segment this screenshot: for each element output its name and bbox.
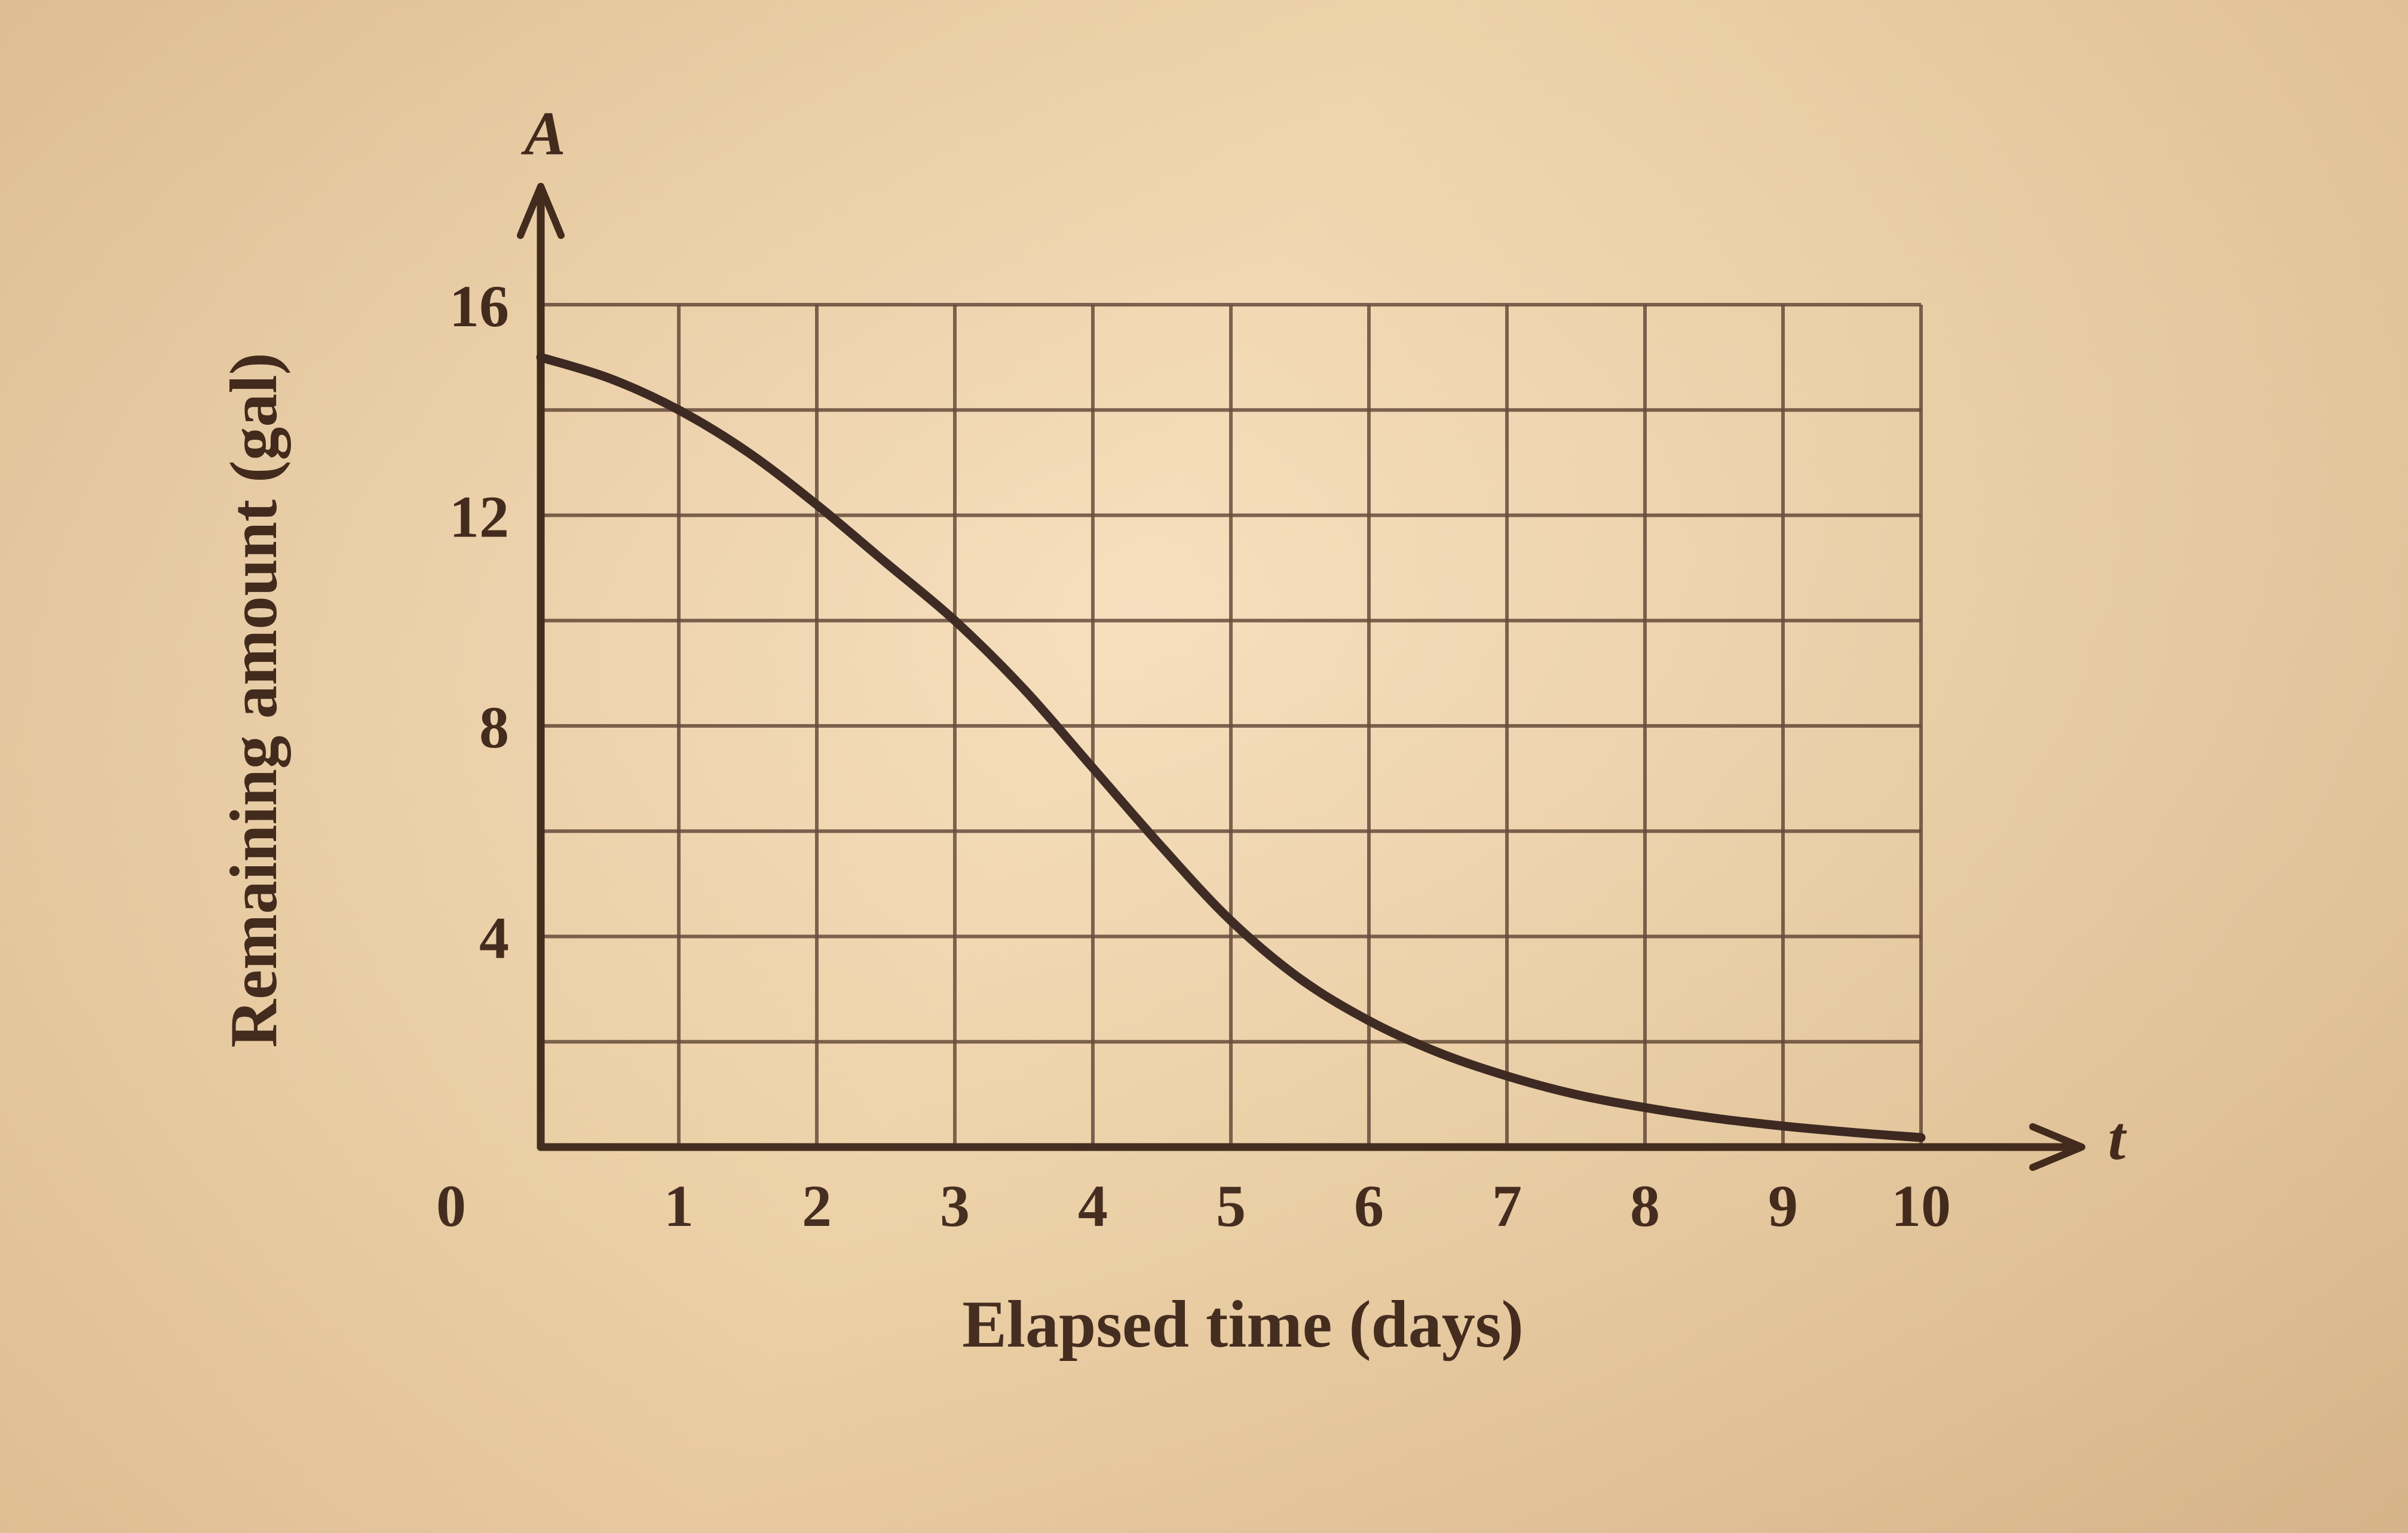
y-tick-label: 12 [449,484,509,550]
y-axis-arrow-icon [517,183,565,239]
grid-layer [541,303,1923,1147]
x-axis-title: Elapsed time (days) [962,1287,1524,1362]
x-tick-label: 1 [664,1173,694,1239]
y-tick-label: 4 [479,905,509,971]
axes-layer [517,183,2085,1171]
x-tick-label: 10 [1891,1173,1951,1239]
x-tick-label: 8 [1630,1173,1660,1239]
x-tick-label: 5 [1216,1173,1246,1239]
x-tick-label: 3 [940,1173,970,1239]
data-curve [536,352,1926,1142]
curve-layer [536,352,1926,1142]
x-tick-label: 9 [1768,1173,1798,1239]
x-tick-label: 6 [1354,1173,1384,1239]
y-axis-title: Remaining amount (gal) [217,352,291,1048]
y-tick-label: 8 [479,694,509,761]
y-axis-symbol: A [520,99,565,168]
y-tick-label: 16 [449,273,509,339]
x-tick-label: 2 [802,1173,832,1239]
x-tick-label: 0 [436,1173,466,1239]
x-tick-label: 7 [1492,1173,1522,1239]
x-axis-arrow-icon [2029,1123,2085,1171]
x-axis-symbol: t [2108,1104,2127,1173]
x-tick-label: 4 [1078,1173,1108,1239]
